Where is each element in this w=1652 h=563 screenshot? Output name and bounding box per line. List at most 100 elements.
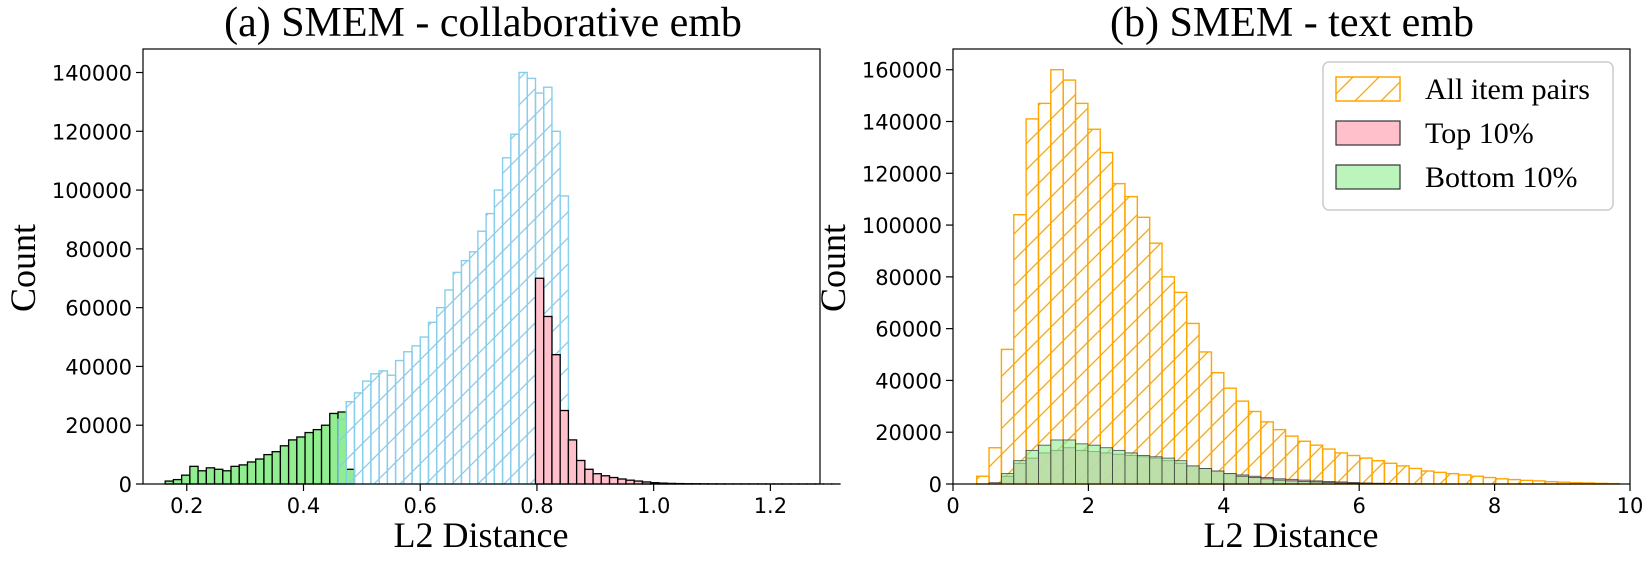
plot-frame [952,48,1631,485]
y-tick-label: 140000 [52,62,132,86]
series-all-item-pairs [337,71,570,485]
bar [1235,475,1249,485]
bar [1359,457,1373,485]
panel-a: (a) SMEM - collaborative emb 0.2 0.4 0.6 0.… [3,0,841,555]
bar [1148,242,1163,485]
bar [468,251,479,485]
bar [279,445,290,485]
legend-label-top-10: Top 10% [1425,117,1534,150]
bar [1124,195,1139,485]
legend-label-all-item-pairs: All item pairs [1425,73,1590,106]
bar [296,436,306,485]
bar [287,439,298,485]
bar [378,370,389,485]
bar [222,470,232,485]
bar [526,77,537,485]
y-tick-label: 160000 [862,59,942,83]
bar [1099,447,1114,485]
bar [386,374,397,485]
x-tick-label: 4 [1217,494,1230,518]
bar [1050,439,1064,485]
bar [1334,452,1349,485]
bar [1038,444,1052,485]
bar [1087,128,1101,485]
bar [1173,291,1188,485]
bar [584,468,594,485]
y-tick-label: 60000 [65,297,132,321]
series-top-10 [534,277,841,485]
bar [1062,79,1077,485]
bar [238,464,249,485]
bar [1124,452,1138,485]
bar [1346,454,1361,485]
bar [1099,151,1114,485]
bar [197,470,207,485]
bar [427,321,438,485]
bar [411,345,421,485]
bar [1235,400,1250,485]
bar [1000,348,1015,485]
bar [976,475,990,485]
bar [518,71,528,485]
bar [460,259,471,485]
x-tick-label: 0.4 [287,494,320,518]
bar [1161,457,1175,485]
bar [1211,470,1225,485]
y-tick-label: 0 [119,473,132,497]
bar [271,451,282,485]
bar [1396,465,1410,485]
bars [164,71,841,485]
bar [452,271,463,485]
x-axis-label: L2 Distance [394,515,569,555]
y-axis-label: Count [3,224,43,312]
x-tick-label: 10 [1617,494,1644,518]
ticks: 0.2 0.4 0.6 0.8 1.0 1.2 0 20000 40000 60000 80000 1… [52,62,787,518]
y-tick-label: 80000 [65,238,132,262]
bars [976,69,1620,485]
chart-title: (a) SMEM - collaborative emb [224,0,742,46]
bar [1494,478,1509,485]
bar [559,409,570,485]
bar [1112,449,1126,485]
ticks: 0 2 4 6 8 10 0 20000 40000 60000 80000 100000 120000… [862,59,1644,518]
bar [1223,387,1237,485]
bar [394,359,405,485]
bar [1260,478,1274,485]
bar [501,157,512,485]
x-axis-label: L2 Distance [1204,515,1379,555]
bar [1272,428,1287,485]
bar [1433,471,1447,485]
panel-b: (b) SMEM - text emb 0 2 4 6 8 10 0 20000 40000 60… [813,0,1643,555]
x-tick-label: 0.2 [170,494,203,518]
bar [988,447,1003,485]
y-tick-label: 40000 [65,355,132,379]
y-tick-label: 100000 [862,214,942,238]
bar [1383,462,1398,485]
bar [1260,421,1274,485]
bar [1210,371,1225,485]
bar [1037,102,1052,485]
bar [1420,470,1435,485]
y-tick-label: 60000 [875,318,942,342]
bar [1284,435,1299,485]
x-tick-label: 0.6 [404,494,437,518]
bar [1136,455,1151,485]
series-bottom-10 [988,439,1385,485]
bar [567,439,578,485]
bar [180,474,191,485]
bar [1173,460,1188,485]
bar [1482,476,1497,485]
bar [444,289,454,485]
bar [543,315,553,485]
bar [551,354,561,485]
y-tick-label: 0 [929,473,942,497]
bar [485,212,496,485]
bar [1457,474,1472,485]
y-tick-label: 120000 [862,162,942,186]
x-tick-label: 8 [1488,494,1501,518]
bar [370,373,380,485]
bar [361,380,372,485]
bar [1001,473,1015,485]
bar [1013,460,1027,485]
bar [320,424,331,485]
